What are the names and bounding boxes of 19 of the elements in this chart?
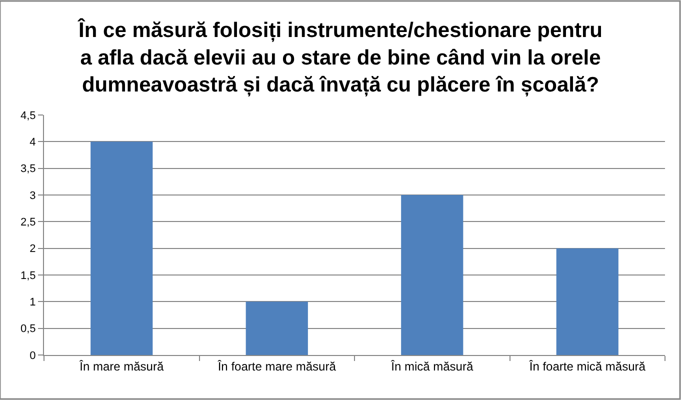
bar: [90, 142, 153, 355]
y-tick-label: 2,5: [20, 216, 36, 229]
y-tick-label: 0,5: [20, 323, 36, 336]
y-tick-label: 4: [30, 136, 36, 149]
y-tick-label: 1,5: [20, 270, 36, 282]
y-tick-label: 3,5: [20, 163, 36, 176]
x-tick-label: În foarte mică măsură: [528, 359, 646, 374]
y-tick-label: 3: [30, 190, 36, 202]
y-tick-label: 4,5: [20, 110, 36, 122]
bar: [246, 302, 308, 355]
bar: [556, 248, 618, 355]
bar: [401, 195, 464, 355]
chart-title: În ce măsură folosiți instrumente/chestionare pentru a afla dacă elevii au o stare de bine când vin la orele dumneavoastră și dacă învață cu plăcere în școală?: [78, 18, 602, 97]
x-tick-label: În mică măsură: [390, 359, 474, 374]
y-tick-label: 0: [30, 350, 36, 362]
y-tick-label: 2: [30, 243, 36, 256]
x-tick-label: În mare măsură: [78, 359, 164, 374]
y-tick-label: 1: [30, 296, 36, 309]
x-tick-label: În foarte mare măsură: [216, 359, 336, 374]
